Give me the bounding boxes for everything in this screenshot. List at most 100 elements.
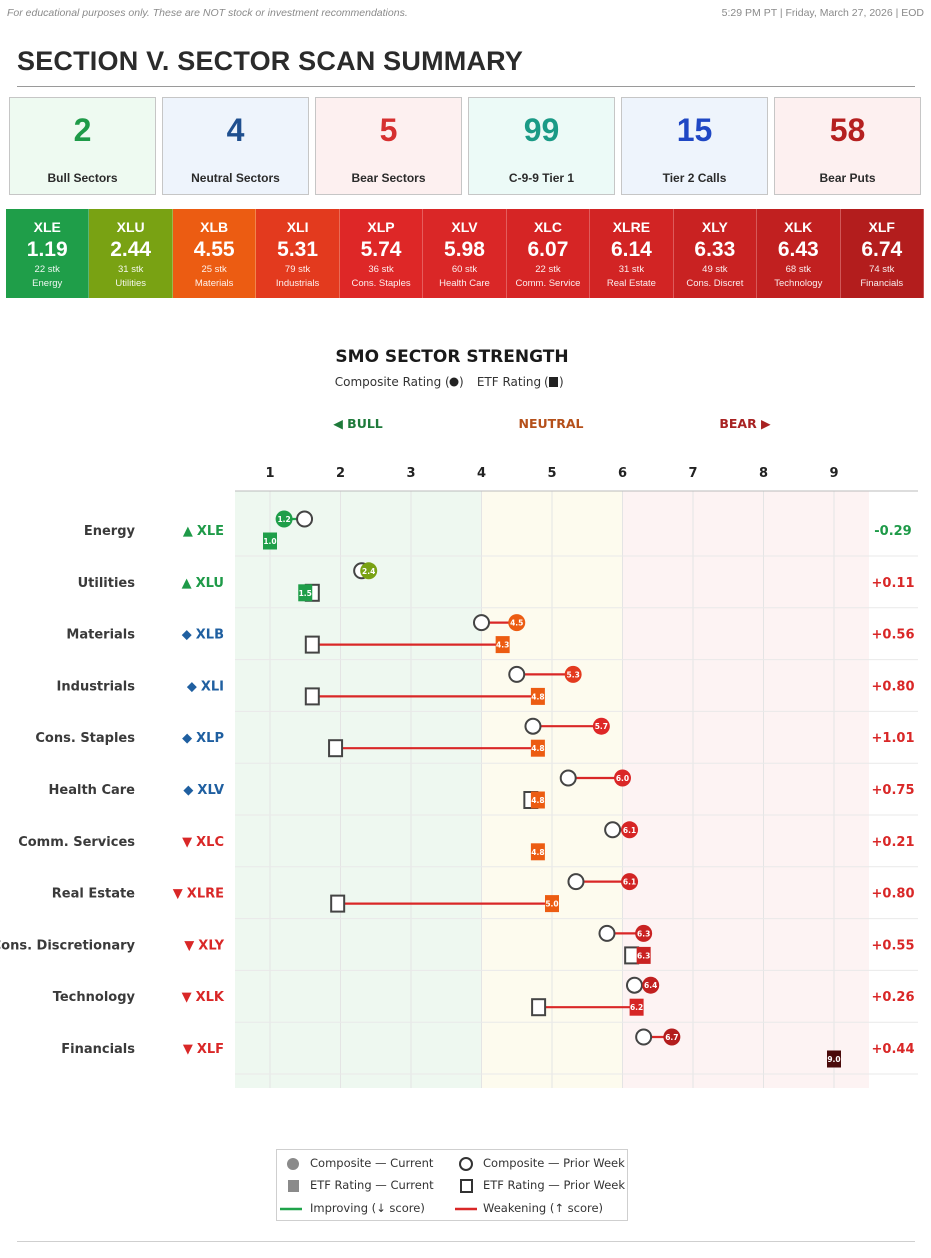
zone-band bbox=[235, 491, 482, 1088]
summary-card-label: Neutral Sectors bbox=[191, 171, 280, 185]
change-value-label: +0.80 bbox=[872, 887, 915, 902]
composite-current-marker bbox=[592, 717, 610, 735]
summary-card-value: 15 bbox=[676, 112, 713, 148]
composite-prior-marker bbox=[296, 510, 314, 528]
sector-ticker-label: ▼ XLRE bbox=[173, 887, 224, 902]
sector-tile-xlv[interactable]: XLV 5.98 60 stk Health Care bbox=[423, 209, 507, 298]
trend-symbol-icon: ▲ bbox=[182, 576, 192, 591]
sector-name-label: Real Estate bbox=[52, 887, 135, 902]
hollow-circle-icon bbox=[459, 1157, 473, 1171]
tile-sector-name: Financials bbox=[860, 278, 904, 289]
composite-value-label: 6.7 bbox=[665, 1033, 678, 1042]
etf-value-label: 4.8 bbox=[531, 744, 544, 753]
sector-tile-xly[interactable]: XLY 6.33 49 stk Cons. Discret bbox=[673, 209, 758, 298]
tile-score: 6.74 bbox=[861, 238, 903, 261]
tile-stock-count: 25 stk bbox=[201, 264, 227, 275]
tile-stock-count: 74 stk bbox=[869, 264, 895, 275]
sector-tile-xlu[interactable]: XLU 2.44 31 stk Utilities bbox=[89, 209, 173, 298]
tile-ticker: XLE bbox=[33, 219, 61, 235]
etf-current-marker bbox=[530, 739, 545, 757]
filled-square-icon bbox=[288, 1180, 299, 1192]
chart-title: SMO SECTOR STRENGTH bbox=[335, 347, 568, 367]
disclaimer-text: For educational purposes only. These are… bbox=[7, 7, 408, 19]
change-value-label: +0.21 bbox=[872, 835, 915, 850]
sector-name-label: Financials bbox=[61, 1042, 135, 1057]
tile-score: 5.31 bbox=[277, 238, 319, 261]
sector-ticker-label: ◆ XLP bbox=[182, 731, 224, 746]
x-tick-label: 3 bbox=[406, 466, 415, 481]
change-value-label: +0.80 bbox=[872, 679, 915, 694]
trend-symbol-icon: ▲ bbox=[183, 524, 193, 539]
change-value-label: +0.44 bbox=[872, 1042, 915, 1057]
chart-legend: Composite — Current Composite — Prior We… bbox=[276, 1149, 628, 1221]
tile-score: 1.19 bbox=[26, 238, 68, 261]
tile-ticker: XLY bbox=[701, 219, 728, 235]
etf-prior-marker bbox=[330, 894, 346, 913]
composite-current-marker bbox=[508, 614, 526, 632]
tile-ticker: XLB bbox=[200, 219, 229, 235]
ticker-text: XLE bbox=[197, 524, 224, 539]
composite-current-marker bbox=[635, 924, 653, 942]
composite-current-marker bbox=[614, 769, 631, 787]
composite-value-label: 6.3 bbox=[637, 929, 650, 938]
sector-ticker-label: ▼ XLC bbox=[182, 835, 224, 850]
sector-tile-xle[interactable]: XLE 1.19 22 stk Energy bbox=[6, 209, 90, 298]
tile-stock-count: 31 stk bbox=[118, 264, 144, 275]
etf-current-marker bbox=[263, 532, 277, 550]
tile-ticker: XLC bbox=[533, 219, 562, 235]
composite-prior-marker bbox=[625, 976, 643, 994]
sector-ticker-label: ▲ XLE bbox=[183, 524, 224, 539]
ticker-text: XLRE bbox=[187, 887, 224, 902]
composite-glyph-icon bbox=[449, 377, 459, 387]
x-tick-label: 4 bbox=[477, 466, 486, 481]
tile-ticker: XLK bbox=[784, 219, 813, 235]
etf-current-marker bbox=[298, 584, 313, 602]
tile-ticker: XLF bbox=[868, 219, 895, 235]
ticker-text: XLB bbox=[196, 628, 224, 643]
sector-tile-xlp[interactable]: XLP 5.74 36 stk Cons. Staples bbox=[339, 209, 424, 298]
composite-value-label: 6.1 bbox=[623, 878, 636, 887]
composite-current-marker bbox=[621, 821, 639, 839]
trend-symbol-icon: ▼ bbox=[182, 835, 192, 850]
summary-card: 4 Neutral Sectors bbox=[162, 97, 309, 195]
filled-circle-icon bbox=[287, 1158, 299, 1170]
sector-tile-xlk[interactable]: XLK 6.43 68 stk Technology bbox=[757, 209, 841, 298]
tile-score: 5.74 bbox=[360, 238, 402, 261]
sector-tile-xlf[interactable]: XLF 6.74 74 stk Financials bbox=[840, 209, 924, 298]
sector-name-label: Materials bbox=[66, 628, 135, 643]
composite-current-marker bbox=[663, 1028, 681, 1046]
sector-name-label: Health Care bbox=[49, 783, 136, 798]
composite-current-marker bbox=[275, 510, 293, 528]
ticker-text: XLP bbox=[196, 731, 224, 746]
sector-tile-xlb[interactable]: XLB 4.55 25 stk Materials bbox=[172, 209, 257, 298]
trend-symbol-icon: ◆ bbox=[187, 679, 197, 694]
trend-symbol-icon: ▼ bbox=[183, 1042, 193, 1057]
tile-ticker: XLP bbox=[367, 219, 395, 235]
tile-ticker: XLU bbox=[116, 219, 145, 235]
sector-tile-xli[interactable]: XLI 5.31 79 stk Industrials bbox=[256, 209, 340, 298]
summary-card-label: Bear Puts bbox=[819, 171, 876, 185]
paren-open: ( bbox=[445, 375, 450, 389]
trend-symbol-icon: ▼ bbox=[173, 887, 183, 902]
etf-current-marker bbox=[495, 636, 510, 654]
sector-tile-xlc[interactable]: XLC 6.07 22 stk Comm. Service bbox=[506, 209, 591, 298]
trend-symbol-icon: ◆ bbox=[182, 628, 192, 643]
etf-prior-marker bbox=[304, 635, 320, 654]
sector-name-label: Industrials bbox=[57, 679, 136, 694]
sector-ticker-label: ▲ XLU bbox=[182, 576, 224, 591]
summary-card-label: Bear Sectors bbox=[351, 171, 426, 185]
etf-value-label: 6.2 bbox=[630, 1003, 643, 1012]
x-tick-label: 1 bbox=[265, 466, 274, 481]
tile-score: 6.43 bbox=[777, 238, 819, 261]
ticker-text: XLU bbox=[196, 576, 224, 591]
tile-score: 6.07 bbox=[527, 238, 569, 261]
tile-sector-name: Health Care bbox=[439, 278, 490, 289]
sector-tile-xlre[interactable]: XLRE 6.14 31 stk Real Estate bbox=[590, 209, 674, 298]
etf-current-marker bbox=[827, 1050, 841, 1068]
ticker-text: XLF bbox=[197, 1042, 224, 1057]
composite-current-marker bbox=[621, 873, 639, 891]
composite-value-label: 5.7 bbox=[595, 722, 608, 731]
sector-ticker-label: ▼ XLK bbox=[182, 990, 225, 1005]
bottom-divider bbox=[17, 1241, 915, 1242]
section-title: SECTION V. SECTOR SCAN SUMMARY bbox=[17, 46, 524, 76]
